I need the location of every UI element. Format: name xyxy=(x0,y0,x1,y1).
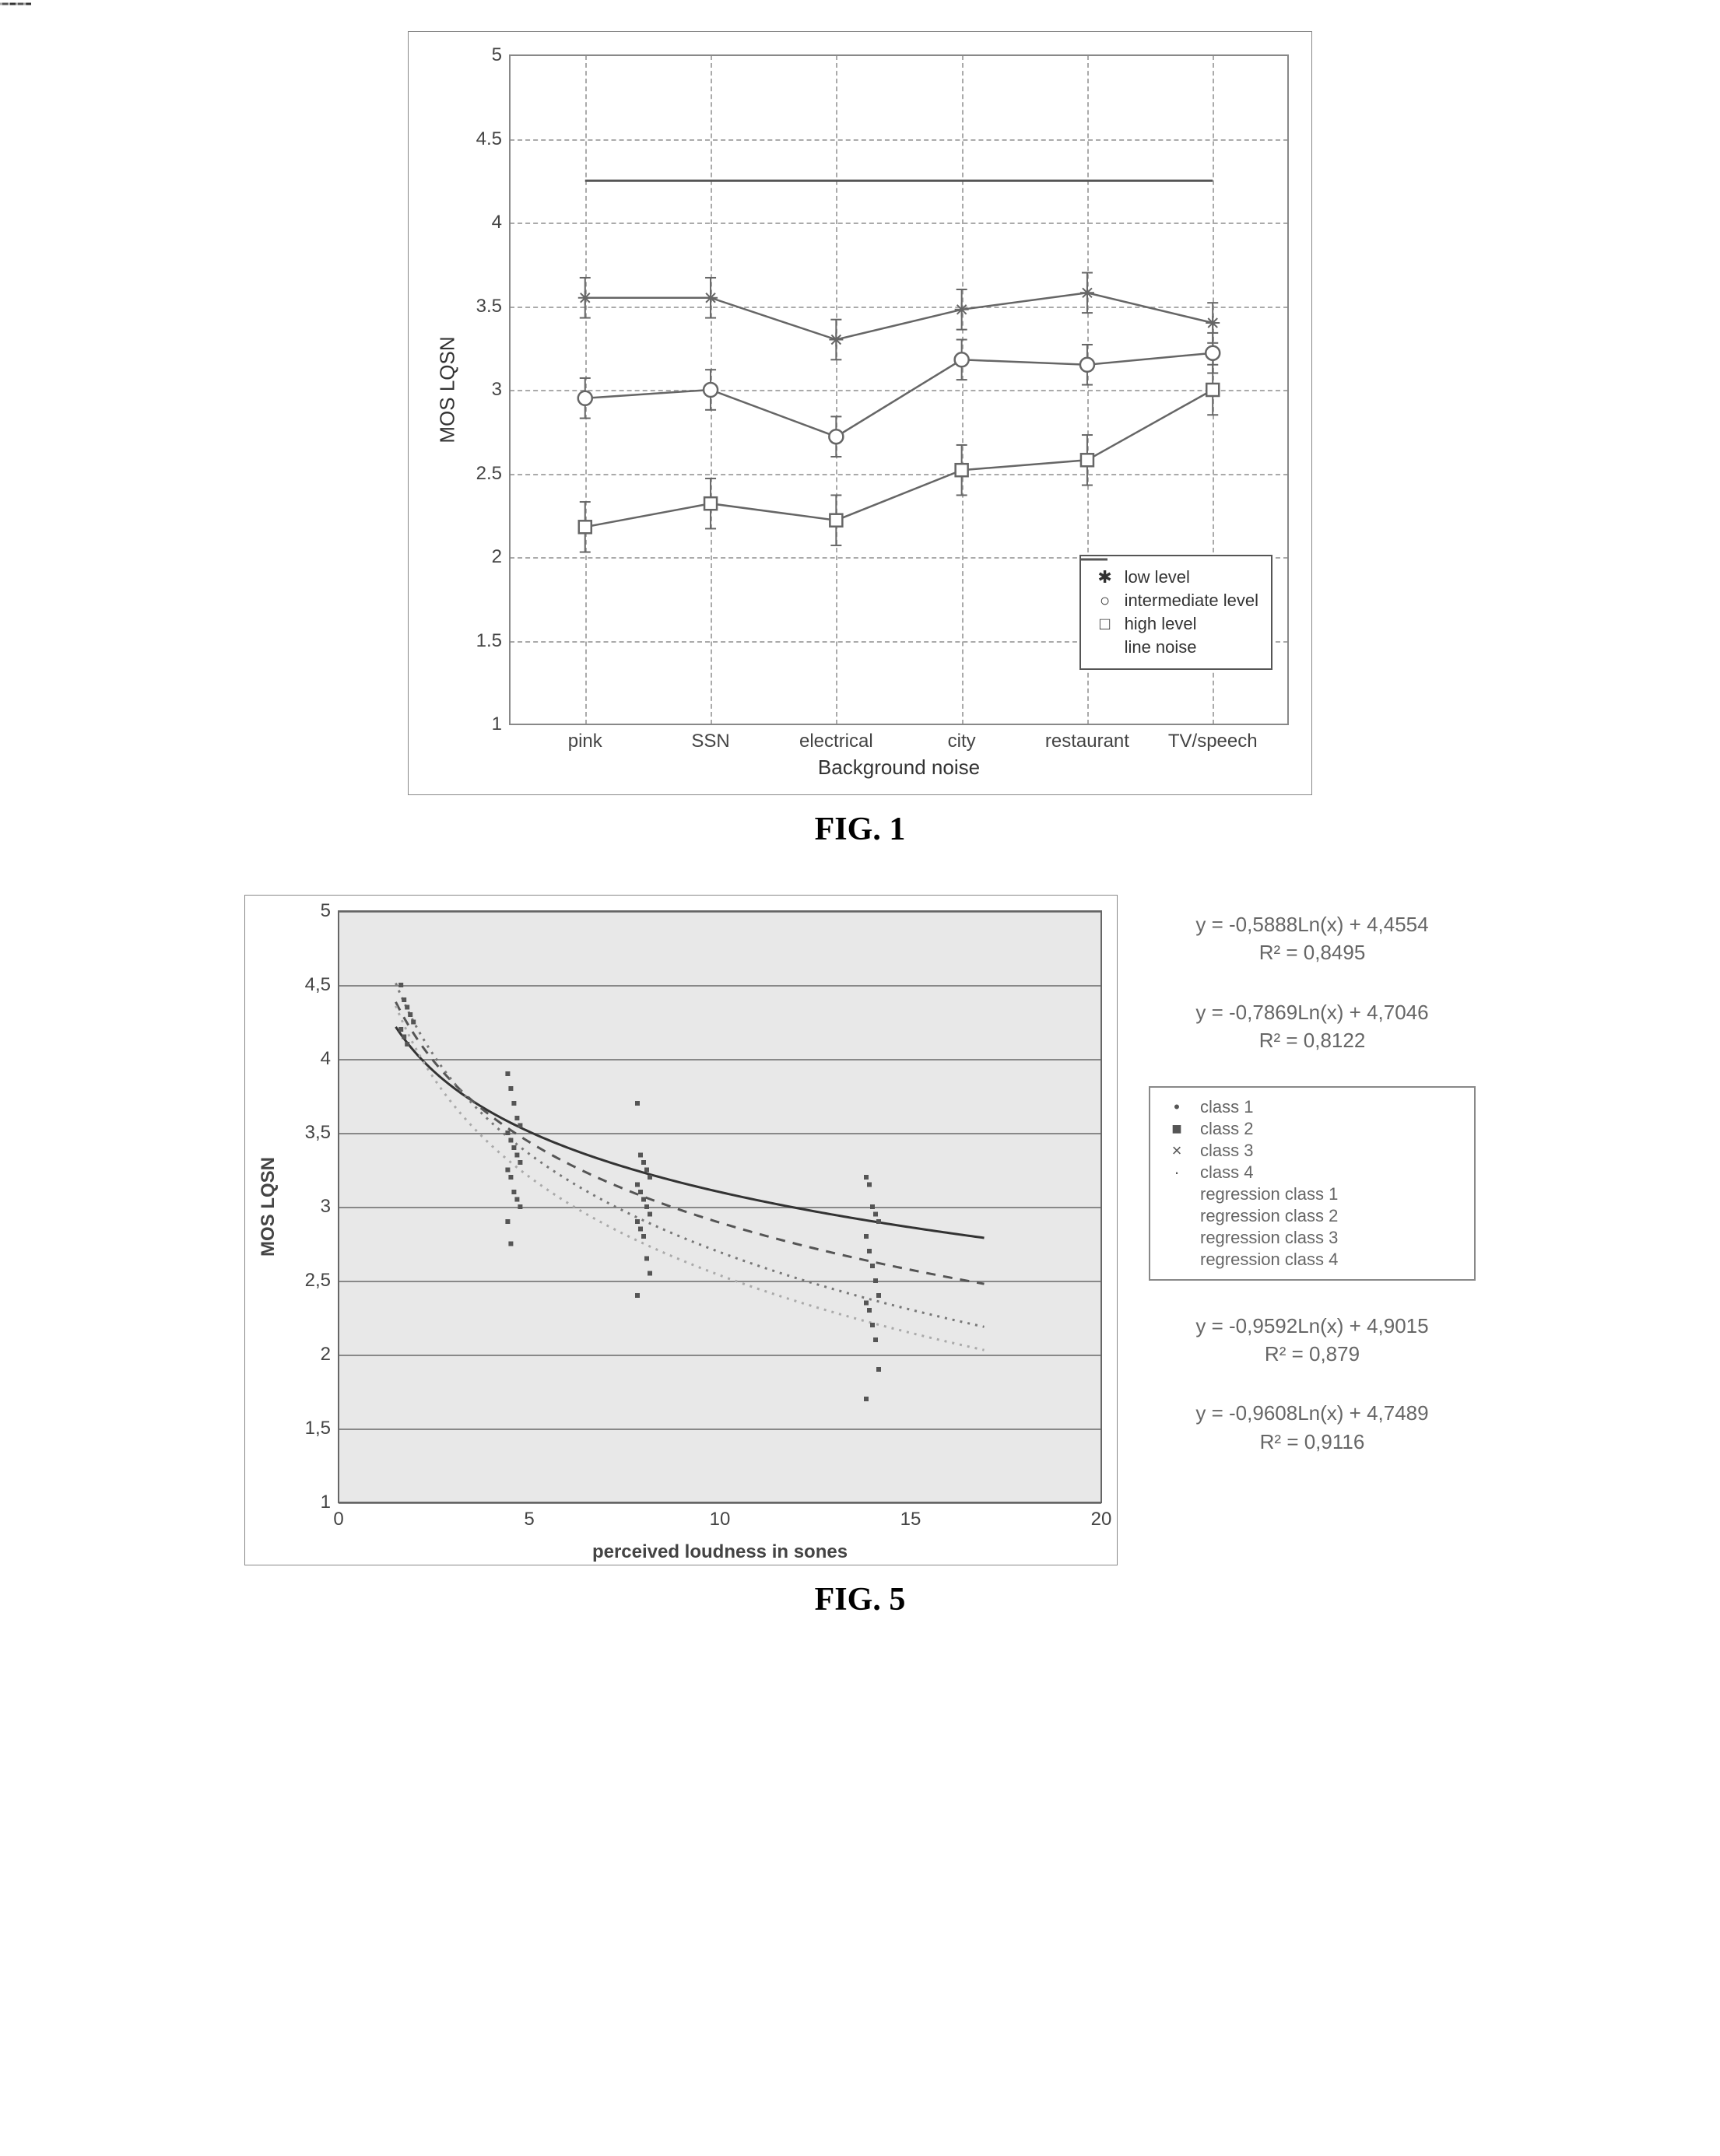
fig1-xtick: TV/speech xyxy=(1168,724,1258,752)
fig1-xtick: electrical xyxy=(799,724,873,752)
legend-label: regression class 4 xyxy=(1200,1250,1338,1270)
legend-label: class 3 xyxy=(1200,1141,1253,1161)
legend-swatch: ○ xyxy=(1093,591,1117,611)
fig5-ytick: 2 xyxy=(321,1344,339,1365)
legend-label: class 2 xyxy=(1200,1119,1253,1139)
fig5-ylabel: MOS LQSN xyxy=(258,1157,279,1257)
fig5-legend: •class 1■class 2×class 3·class 4regressi… xyxy=(1149,1086,1476,1281)
fig1-ytick: 3 xyxy=(492,379,510,401)
legend-label: low level xyxy=(1125,567,1190,587)
legend-label: regression class 3 xyxy=(1200,1228,1338,1248)
fig5-ytick: 4 xyxy=(321,1048,339,1070)
fig5-xlabel: perceived loudness in sones xyxy=(592,1541,848,1563)
fig5-ytick: 3 xyxy=(321,1196,339,1218)
legend-swatch: • xyxy=(1161,1097,1192,1117)
legend-swatch: · xyxy=(1161,1162,1192,1183)
fig1-xtick: restaurant xyxy=(1045,724,1129,752)
fig1-ytick: 5 xyxy=(492,44,510,66)
figure-1: 1 1.5 2 2.5 3 3.5 4 4.5 5 pink SSN electrical city re… xyxy=(31,31,1689,848)
fig1-xtick: pink xyxy=(568,724,602,752)
legend-label: regression class 2 xyxy=(1200,1206,1338,1226)
fig1-ytick: 2.5 xyxy=(476,463,510,485)
legend-label: line noise xyxy=(1125,637,1197,657)
fig1-ytick: 2 xyxy=(492,546,510,568)
fig1-ytick: 1.5 xyxy=(476,630,510,652)
legend-label: high level xyxy=(1125,614,1197,634)
fig1-ytick: 4.5 xyxy=(476,128,510,150)
fig5-eq-3: y = -0,9592Ln(x) + 4,9015R² = 0,879 xyxy=(1149,1312,1476,1369)
fig1-legend: ✱ low level ○ intermediate level □ high level… xyxy=(1079,555,1272,670)
legend-swatch: × xyxy=(1161,1141,1192,1161)
fig5-caption: FIG. 5 xyxy=(31,1581,1689,1618)
fig5-xtick: 10 xyxy=(710,1502,731,1530)
legend-swatch: □ xyxy=(1093,614,1117,634)
fig5-ytick: 1,5 xyxy=(305,1418,339,1439)
legend-label: intermediate level xyxy=(1125,591,1258,611)
fig5-ytick: 3,5 xyxy=(305,1122,339,1144)
legend-label: class 1 xyxy=(1200,1097,1253,1117)
fig5-eq-1: y = -0,5888Ln(x) + 4,4554R² = 0,8495 xyxy=(1149,910,1476,967)
fig1-xlabel: Background noise xyxy=(818,755,980,780)
fig5-xtick: 15 xyxy=(900,1502,921,1530)
fig5-eq-2: y = -0,7869Ln(x) + 4,7046R² = 0,8122 xyxy=(1149,998,1476,1055)
legend-label: class 4 xyxy=(1200,1162,1253,1183)
fig5-xtick: 20 xyxy=(1091,1502,1112,1530)
fig5-xtick: 5 xyxy=(524,1502,534,1530)
fig5-eq-4: y = -0,9608Ln(x) + 4,7489R² = 0,9116 xyxy=(1149,1399,1476,1456)
fig1-ytick: 1 xyxy=(492,713,510,735)
fig1-chart: 1 1.5 2 2.5 3 3.5 4 4.5 5 pink SSN electrical city re… xyxy=(408,31,1312,795)
fig1-ylabel: MOS LQSN xyxy=(436,336,460,443)
fig5-side-panel: y = -0,5888Ln(x) + 4,4554R² = 0,8495 y = … xyxy=(1149,895,1476,1487)
fig5-chart: 11,522,533,544,5505101520MOS LQSNperceiv… xyxy=(244,895,1118,1565)
fig1-caption: FIG. 1 xyxy=(31,811,1689,848)
legend-label: regression class 1 xyxy=(1200,1184,1338,1204)
legend-swatch: ✱ xyxy=(1093,567,1117,587)
fig1-ytick: 4 xyxy=(492,212,510,233)
fig1-xtick: SSN xyxy=(691,724,729,752)
fig1-ytick: 3.5 xyxy=(476,296,510,317)
figure-5: 11,522,533,544,5505101520MOS LQSNperceiv… xyxy=(31,895,1689,1618)
fig5-ytick: 2,5 xyxy=(305,1270,339,1292)
legend-swatch: ■ xyxy=(1161,1119,1192,1139)
fig5-ytick: 4,5 xyxy=(305,974,339,996)
fig5-ytick: 5 xyxy=(321,900,339,922)
fig1-xtick: city xyxy=(948,724,976,752)
fig5-xtick: 0 xyxy=(333,1502,343,1530)
